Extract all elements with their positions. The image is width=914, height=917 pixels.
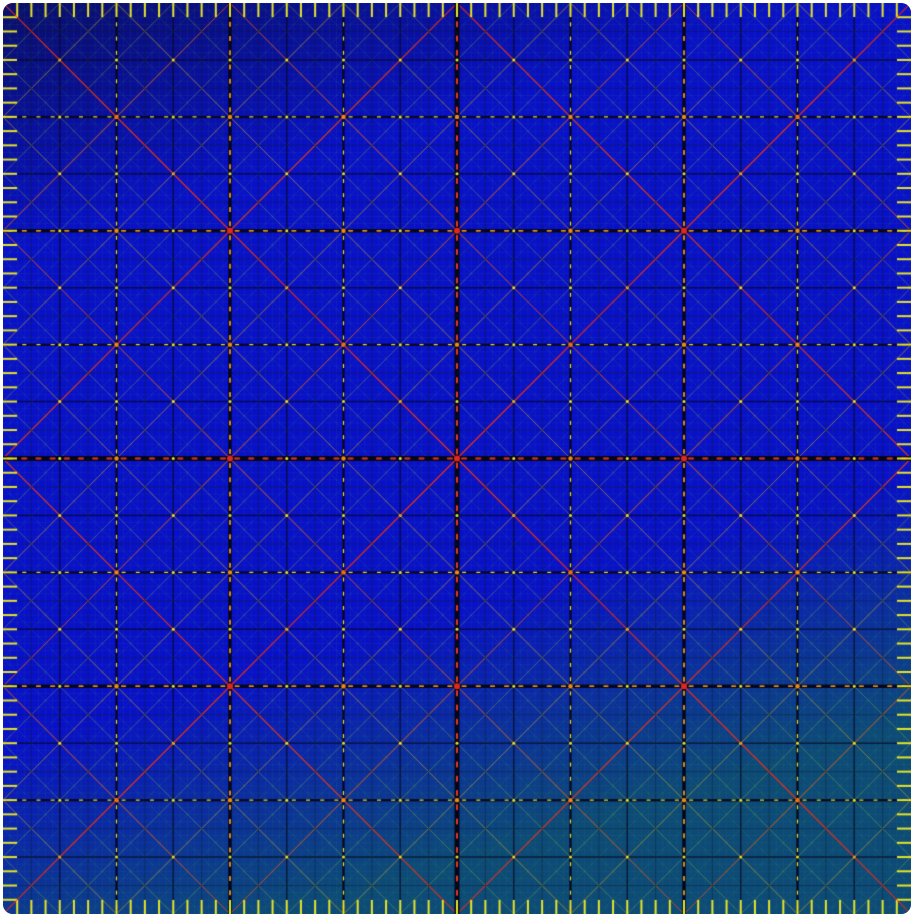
fractal-lattice-image — [3, 3, 911, 914]
pattern-frame — [3, 3, 911, 914]
